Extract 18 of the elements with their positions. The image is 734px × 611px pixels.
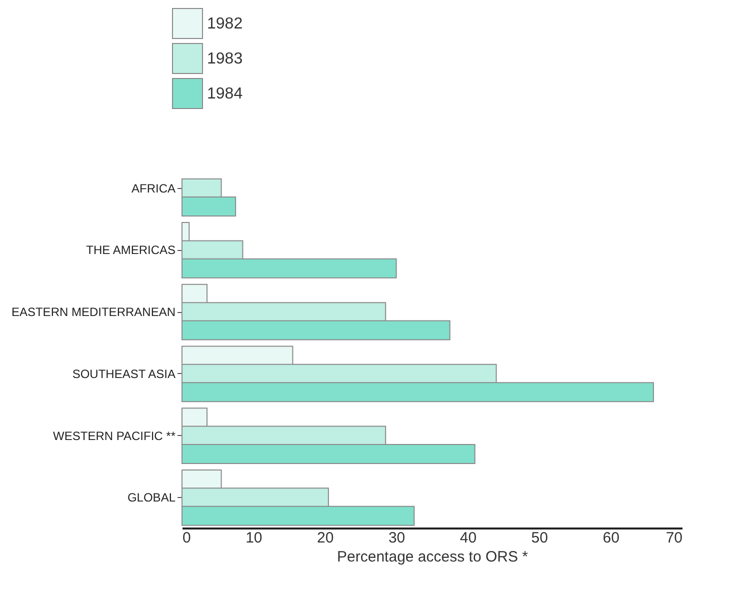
legend-label: 1983 (207, 50, 243, 68)
legend-label: 1982 (207, 16, 243, 32)
x-tick-label: 10 (246, 530, 262, 546)
y-tick-label: WESTERN PACIFIC ** (53, 428, 176, 443)
x-tick-label: 30 (388, 530, 406, 546)
legend-label: 1984 (207, 86, 243, 102)
x-tick-label: 40 (460, 530, 477, 546)
x-tick-label: 0 (182, 530, 191, 546)
x-axis-title: Percentage access to ORS * (337, 548, 528, 566)
y-tick-label: GLOBAL (127, 490, 176, 505)
x-tick-label: 20 (317, 530, 334, 546)
x-tick-label: 50 (531, 530, 548, 546)
x-tick-label: 60 (602, 530, 620, 546)
y-tick-label: THE AMERICAS (86, 243, 176, 258)
y-tick-label: EASTERN MEDITERRANEAN (11, 305, 176, 320)
x-tick-label: 70 (666, 530, 682, 546)
y-tick-label: SOUTHEAST ASIA (72, 366, 176, 381)
y-tick-label: AFRICA (131, 181, 176, 196)
